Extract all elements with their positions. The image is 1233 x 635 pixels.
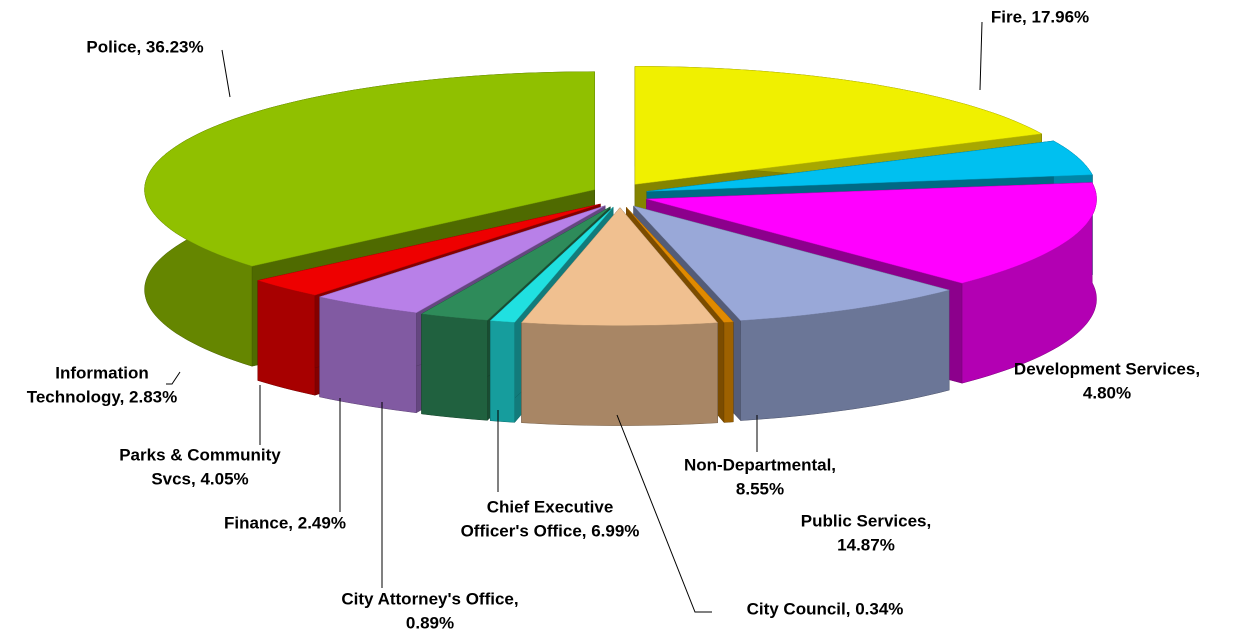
slice-side xyxy=(319,296,417,414)
slice-side xyxy=(490,320,515,423)
slice-label: Non-Departmental, xyxy=(684,455,836,474)
leader-line xyxy=(616,414,712,613)
slice-label: Svcs, 4.05% xyxy=(151,469,248,488)
slice-side xyxy=(257,280,316,396)
slice-top xyxy=(420,206,611,321)
slice xyxy=(520,206,719,426)
slice-label: 8.55% xyxy=(736,479,784,498)
slice xyxy=(632,205,951,422)
slice-label: Development Services, xyxy=(1014,359,1200,378)
slice-label: Technology, 2.83% xyxy=(27,387,178,406)
slice-top xyxy=(489,207,614,323)
slice-label: 0.89% xyxy=(406,613,454,632)
slice-label: Police, 36.23% xyxy=(86,37,203,56)
leader-line xyxy=(979,21,983,91)
slice-label: Parks & Community xyxy=(119,445,281,464)
slice-top xyxy=(626,207,734,323)
slice-label: Information xyxy=(55,363,149,382)
slice-top xyxy=(646,182,1097,284)
slice-label: Public Services, xyxy=(801,511,931,530)
slice-label: City Attorney's Office, xyxy=(341,589,518,608)
slice-label: Finance, 2.49% xyxy=(224,513,346,532)
leader-line xyxy=(221,49,231,98)
slice-label: Chief Executive xyxy=(487,497,614,516)
slice-label: Officer's Office, 6.99% xyxy=(461,521,640,540)
slice-top xyxy=(634,66,1043,185)
slice-label: Fire, 17.96% xyxy=(991,7,1089,26)
leader-line xyxy=(166,371,181,385)
slice-top xyxy=(520,207,719,326)
slice-label: 14.87% xyxy=(837,535,895,554)
slice-side xyxy=(521,322,718,426)
slice-top xyxy=(632,205,951,321)
slice-top xyxy=(646,140,1093,192)
slice-top xyxy=(318,205,606,314)
slice-label: 4.80% xyxy=(1083,383,1131,402)
slice-top xyxy=(256,203,601,296)
slice-side xyxy=(421,313,488,421)
slice-label: City Council, 0.34% xyxy=(747,599,904,618)
slice-top xyxy=(144,71,595,267)
slice-side xyxy=(723,321,734,423)
